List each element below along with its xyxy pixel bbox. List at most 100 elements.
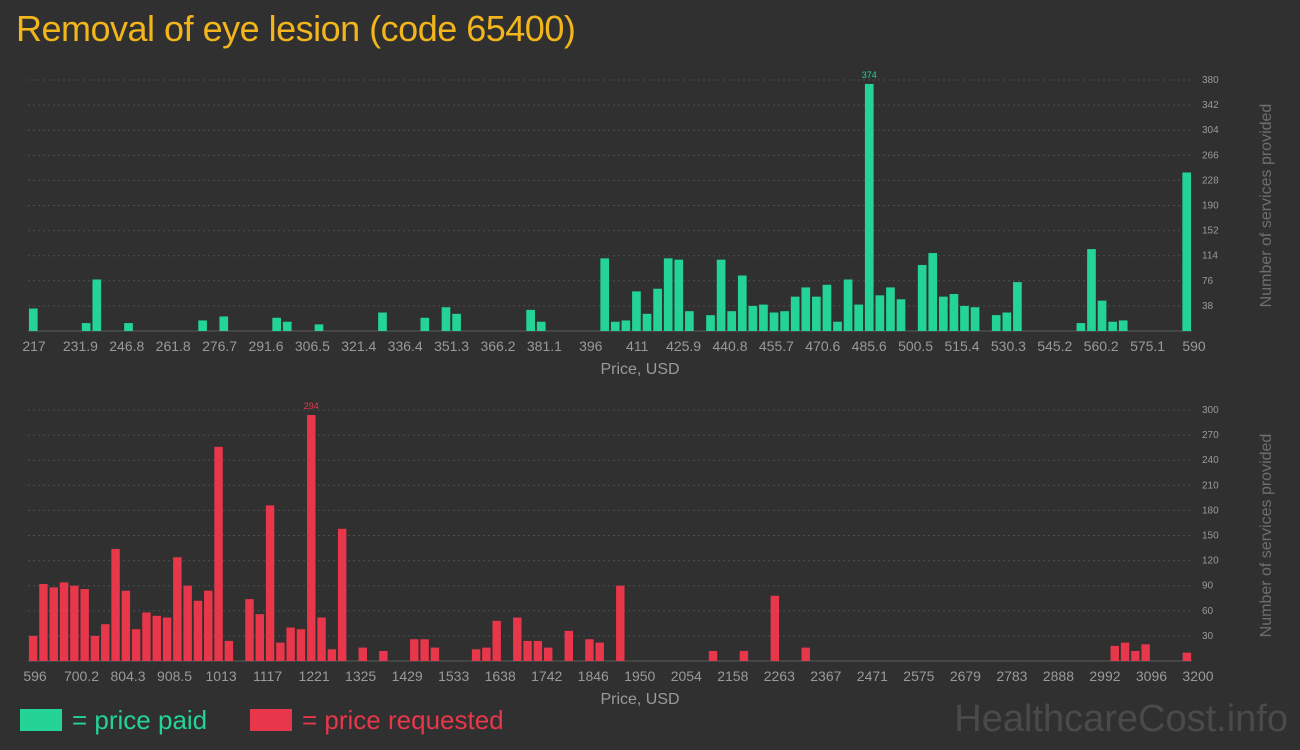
requested-bar — [492, 620, 501, 661]
paid-xtick-label: 455.7 — [759, 338, 794, 354]
requested-bar — [265, 505, 275, 661]
requested-ytick-label: 180 — [1202, 505, 1219, 516]
paid-bar — [632, 291, 641, 331]
paid-bar — [790, 296, 800, 331]
paid-bar — [282, 321, 292, 331]
paid-bar — [536, 321, 546, 331]
requested-xtick-label: 596 — [23, 668, 47, 684]
requested-bar — [59, 582, 69, 661]
paid-xtick-label: 425.9 — [666, 338, 701, 354]
requested-bar — [523, 640, 532, 661]
requested-bar — [327, 649, 337, 661]
paid-bar — [314, 324, 324, 331]
paid-bar — [928, 253, 938, 331]
requested-bar — [739, 650, 749, 661]
paid-bar — [642, 313, 652, 331]
requested-bar — [49, 587, 58, 661]
paid-bar — [716, 259, 726, 331]
paid-ytick-label: 266 — [1202, 150, 1219, 161]
paid-bar — [970, 307, 980, 331]
requested-ytick-label: 90 — [1202, 581, 1214, 592]
requested-bar — [317, 617, 326, 661]
paid-bar — [92, 279, 102, 331]
paid-bar — [219, 316, 229, 331]
requested-xtick-label: 1325 — [345, 668, 376, 684]
paid-bar — [917, 264, 927, 331]
paid-bar — [621, 320, 631, 331]
requested-yaxis-label: Number of services provided — [1258, 434, 1275, 638]
paid-xtick-label: 231.9 — [63, 338, 98, 354]
paid-bar — [1182, 172, 1192, 331]
paid-bar — [801, 287, 811, 331]
paid-bar — [1013, 282, 1022, 331]
requested-bar — [28, 635, 38, 661]
paid-ytick-label: 342 — [1202, 100, 1219, 111]
paid-bar — [1002, 312, 1012, 331]
paid-bar — [854, 304, 864, 331]
paid-bar — [991, 315, 1001, 331]
requested-bar — [337, 528, 347, 661]
requested-bar — [39, 584, 48, 661]
paid-yaxis-label: Number of services provided — [1258, 104, 1275, 308]
requested-bar — [708, 650, 718, 661]
paid-xtick-label: 530.3 — [991, 338, 1026, 354]
requested-xtick-label: 3200 — [1182, 668, 1213, 684]
requested-xtick-label: 1117 — [253, 668, 282, 684]
paid-bar — [812, 296, 821, 331]
requested-xtick-label: 1742 — [531, 668, 562, 684]
requested-xtick-label: 700.2 — [64, 668, 99, 684]
paid-xtick-label: 411 — [626, 338, 649, 354]
requested-bar — [214, 446, 223, 661]
requested-bar — [101, 624, 110, 661]
paid-xtick-label: 545.2 — [1037, 338, 1072, 354]
paid-bar — [864, 83, 874, 331]
requested-bar — [410, 639, 419, 661]
requested-bar — [80, 589, 89, 661]
paid-bar — [706, 315, 715, 331]
requested-xtick-label: 1846 — [578, 668, 609, 684]
requested-xtick-label: 804.3 — [111, 668, 146, 684]
paid-xtick-label: 336.4 — [388, 338, 423, 354]
requested-bar — [585, 639, 594, 661]
paid-bar — [1108, 321, 1117, 331]
requested-bar — [595, 642, 604, 661]
legend-price-paid: = price paid — [20, 704, 207, 736]
paid-bar — [727, 311, 737, 331]
requested-bar — [142, 612, 151, 661]
requested-xtick-label: 908.5 — [157, 668, 192, 684]
requested-bar — [1131, 650, 1140, 661]
paid-xtick-label: 440.8 — [712, 338, 747, 354]
requested-bar — [801, 647, 810, 661]
paid-xtick-label: 276.7 — [202, 338, 237, 354]
requested-bar — [90, 635, 100, 661]
requested-xtick-label: 2992 — [1089, 668, 1120, 684]
requested-xtick-label: 2679 — [950, 668, 981, 684]
paid-bar — [1118, 320, 1128, 331]
paid-bar — [28, 308, 38, 331]
paid-bar — [949, 294, 959, 331]
paid-bar — [896, 299, 906, 331]
requested-bar — [1110, 645, 1119, 661]
requested-xtick-label: 2263 — [764, 668, 795, 684]
paid-bar — [737, 275, 747, 331]
requested-xtick-label: 2575 — [903, 668, 934, 684]
paid-bar — [378, 312, 387, 331]
requested-bar — [183, 585, 192, 661]
paid-bar — [610, 321, 620, 331]
requested-ytick-label: 120 — [1202, 556, 1219, 567]
paid-bar — [441, 307, 451, 331]
requested-xtick-label: 2158 — [717, 668, 748, 684]
paid-bar — [653, 288, 662, 331]
paid-bar — [600, 258, 610, 331]
paid-bar — [420, 317, 430, 331]
paid-xtick-label: 366.2 — [480, 338, 515, 354]
paid-ytick-label: 190 — [1202, 201, 1219, 212]
requested-bar — [543, 647, 553, 661]
requested-xtick-label: 1950 — [624, 668, 655, 684]
paid-bar — [1087, 249, 1096, 331]
paid-ytick-label: 76 — [1202, 276, 1214, 287]
requested-bar — [471, 649, 481, 661]
paid-xtick-label: 470.6 — [805, 338, 840, 354]
requested-bar — [162, 617, 172, 661]
